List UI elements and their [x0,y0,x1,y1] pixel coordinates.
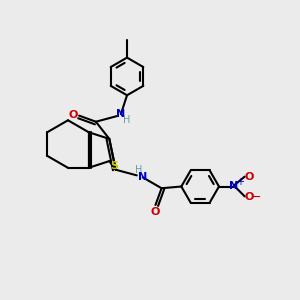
Text: O: O [68,110,78,120]
Text: H: H [123,115,130,125]
Text: O: O [245,192,254,203]
Text: N: N [138,172,147,182]
Text: H: H [135,165,142,176]
Text: N: N [116,109,125,119]
Text: N: N [229,181,239,190]
Text: −: − [250,191,261,204]
Text: O: O [245,172,254,182]
Text: O: O [151,207,160,217]
Text: S: S [110,161,118,171]
Text: +: + [236,177,244,187]
